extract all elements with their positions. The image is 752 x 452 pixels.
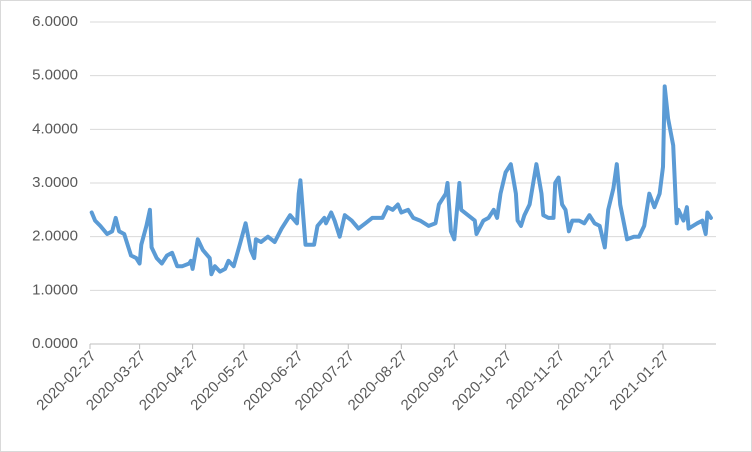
y-tick-label: 2.0000 (32, 228, 78, 245)
y-tick-label: 4.0000 (32, 120, 78, 137)
y-tick-label: 0.0000 (32, 335, 78, 352)
y-tick-label: 6.0000 (32, 13, 78, 30)
y-tick-label: 1.0000 (32, 281, 78, 298)
y-tick-label: 3.0000 (32, 174, 78, 191)
data-line (89, 84, 713, 277)
y-tick-label: 5.0000 (32, 67, 78, 84)
